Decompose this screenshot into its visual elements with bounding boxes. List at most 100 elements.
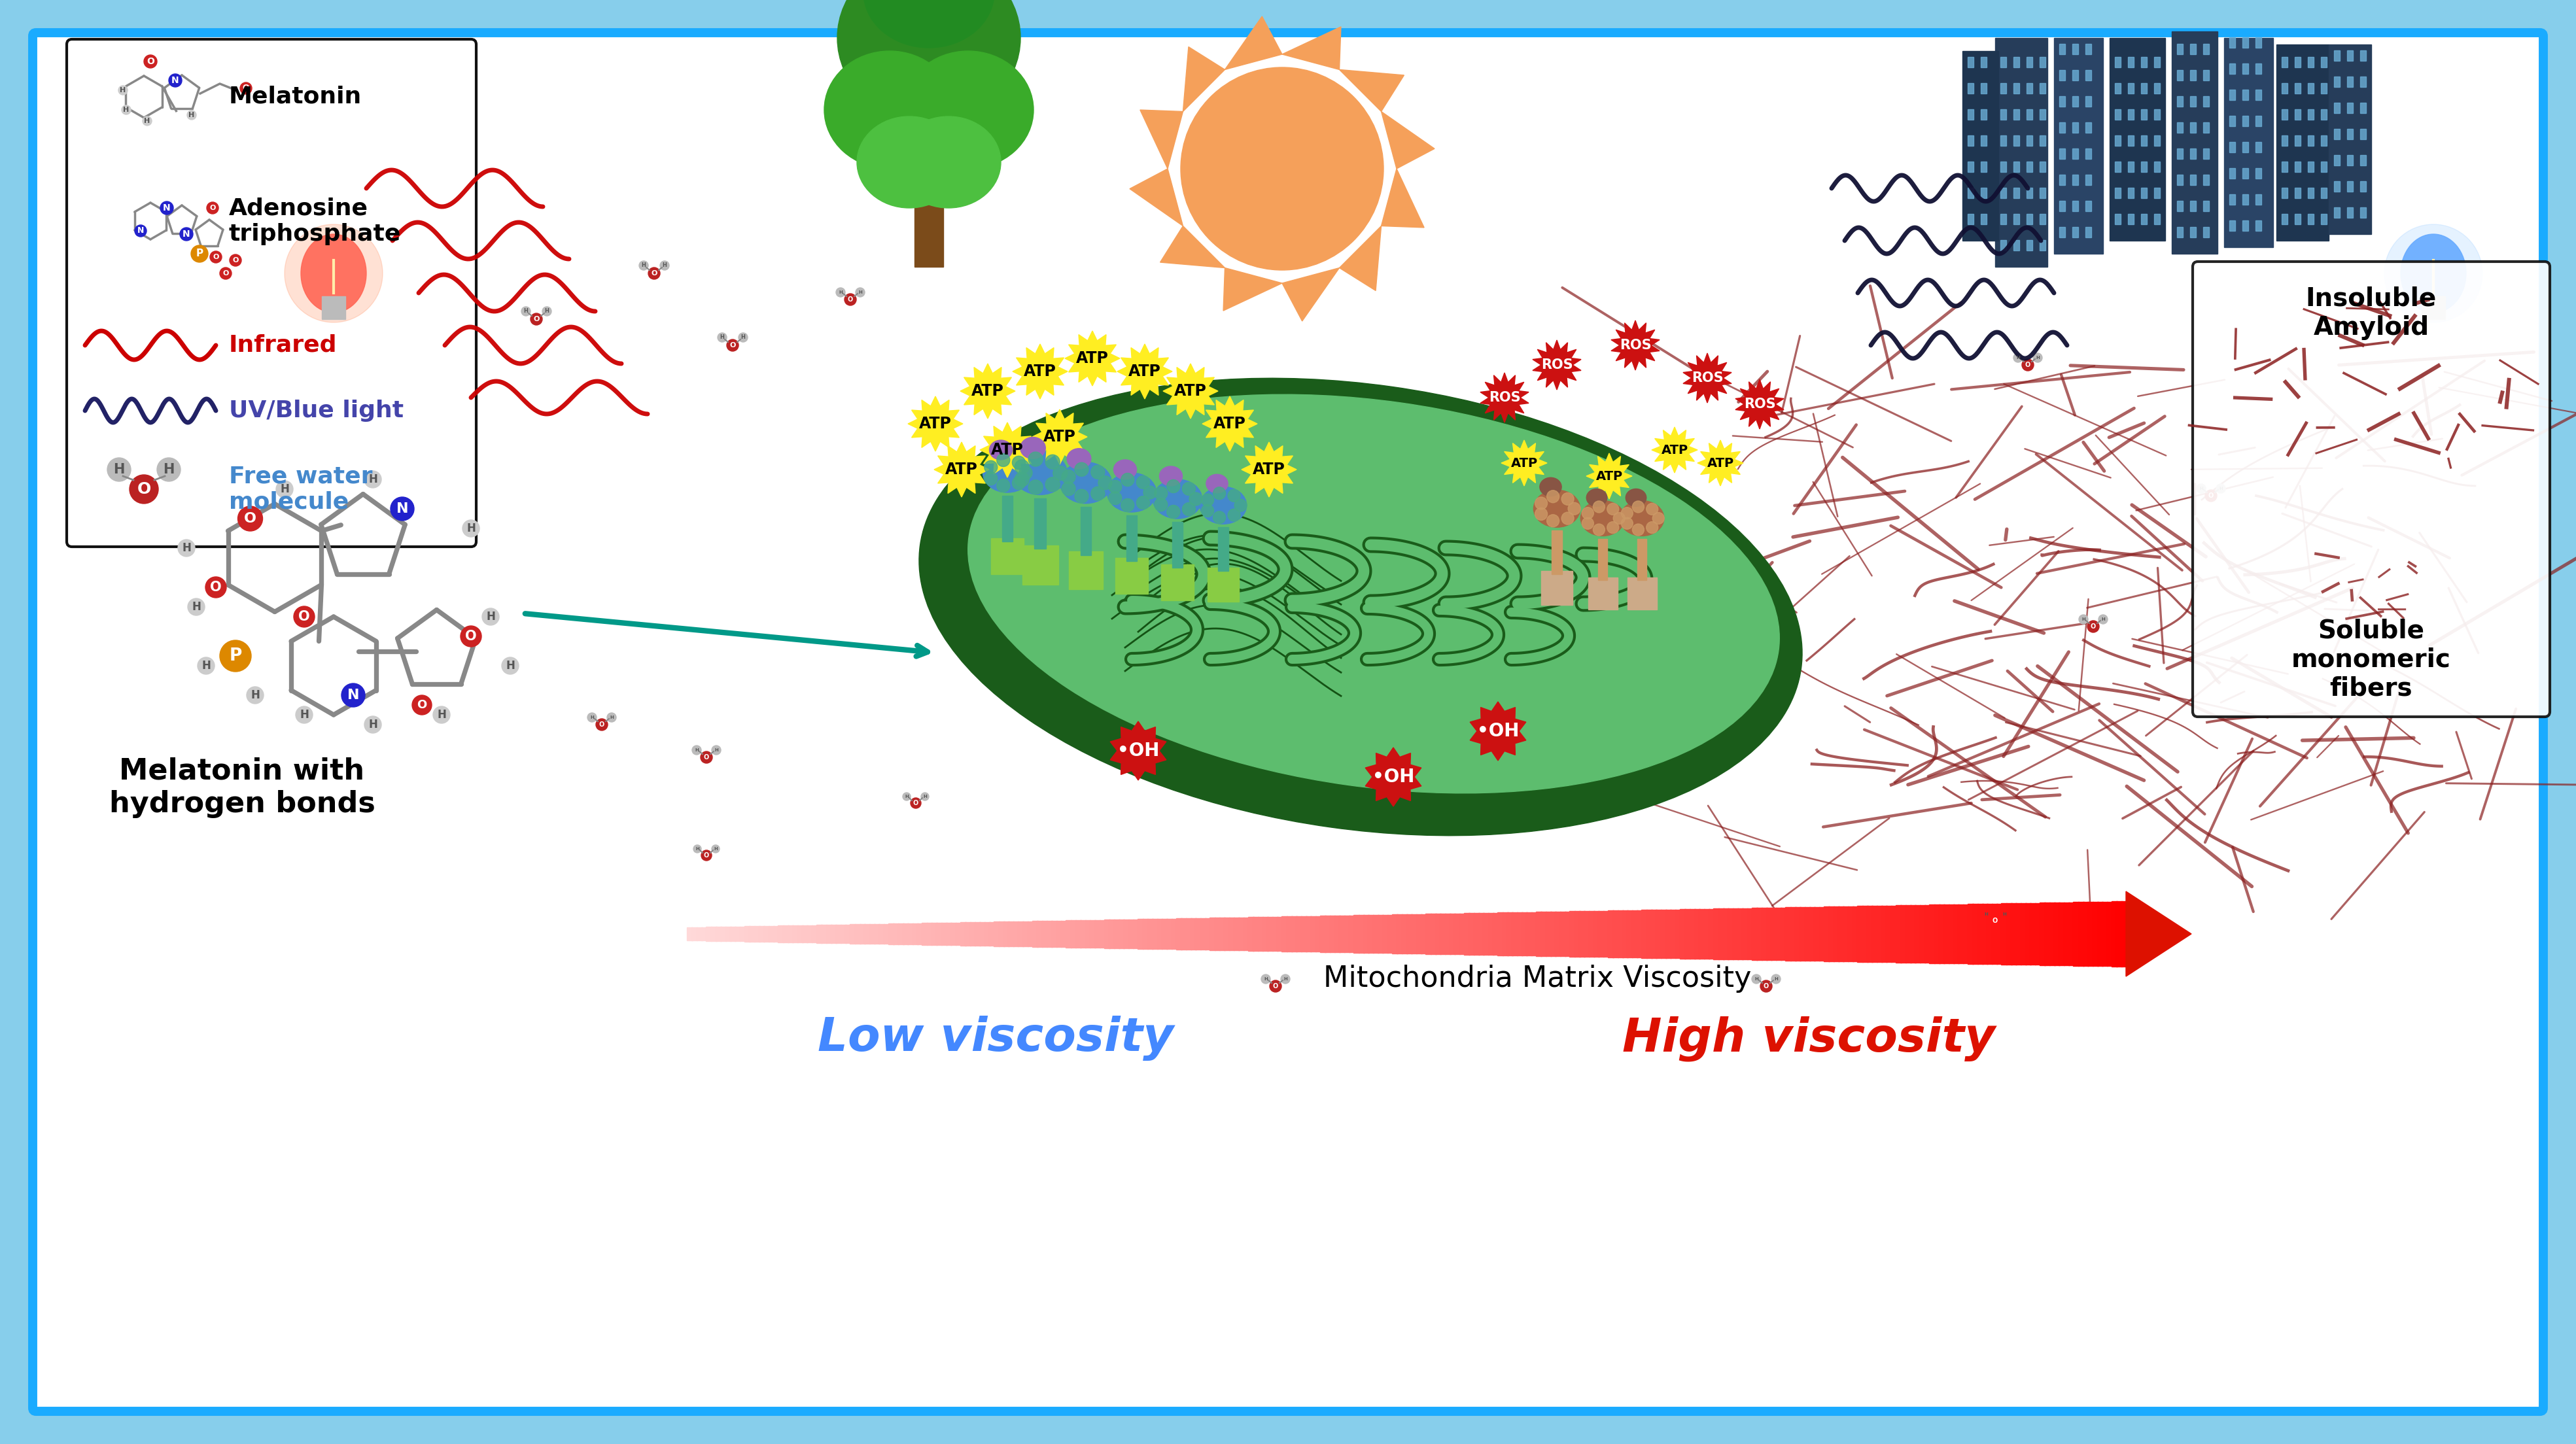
Bar (2107, 901, 2112, 966)
Bar (1512, 913, 1517, 956)
Text: H: H (742, 335, 744, 341)
Bar (2177, 97, 2182, 107)
Bar (2190, 149, 2195, 159)
Circle shape (1633, 501, 1643, 513)
Polygon shape (1381, 111, 1435, 169)
Text: O: O (214, 254, 219, 260)
Bar (1579, 911, 1584, 956)
Text: H: H (1265, 978, 1267, 980)
Text: N: N (397, 503, 410, 516)
Polygon shape (1481, 373, 1528, 423)
Circle shape (2002, 910, 2009, 918)
Bar (1296, 917, 1301, 952)
Bar (2007, 904, 2012, 965)
Bar (2128, 162, 2133, 172)
Bar (1873, 905, 1878, 962)
Bar (1747, 908, 1752, 960)
Text: H: H (719, 335, 724, 341)
Bar (2347, 103, 2352, 113)
Circle shape (121, 105, 131, 114)
Polygon shape (1012, 344, 1066, 399)
Circle shape (1582, 517, 1595, 530)
Text: H: H (2200, 487, 2202, 491)
Circle shape (1154, 487, 1167, 500)
Text: ROS: ROS (1540, 358, 1574, 371)
Bar (2347, 77, 2352, 87)
Bar (1636, 910, 1643, 957)
Text: O: O (912, 800, 920, 806)
Circle shape (1633, 524, 1643, 536)
Bar (1628, 578, 1656, 609)
Bar (1273, 917, 1278, 952)
Polygon shape (1283, 267, 1340, 321)
Circle shape (1012, 477, 1025, 490)
Circle shape (719, 334, 726, 342)
Bar (768, 926, 775, 941)
Text: Low viscosity: Low viscosity (817, 1017, 1175, 1061)
Ellipse shape (1582, 501, 1625, 536)
Bar (2048, 902, 2056, 965)
Text: H: H (188, 111, 196, 118)
Bar (2241, 38, 2249, 48)
Polygon shape (907, 396, 963, 451)
Bar (2102, 901, 2107, 966)
Text: •OH: •OH (1118, 742, 1159, 760)
Bar (1406, 914, 1412, 953)
Bar (2058, 69, 2066, 81)
Bar (2030, 902, 2035, 965)
Text: H: H (611, 715, 613, 719)
Circle shape (1229, 508, 1239, 521)
Bar (902, 923, 909, 944)
Bar (1283, 917, 1288, 952)
Bar (750, 926, 755, 941)
Circle shape (595, 719, 608, 731)
Bar (2014, 136, 2020, 146)
Bar (1767, 908, 1772, 960)
Bar (917, 923, 922, 944)
Bar (1674, 910, 1680, 959)
Bar (2002, 214, 2007, 224)
Bar (1919, 905, 1924, 963)
Text: O: O (848, 296, 853, 303)
Circle shape (1989, 915, 2002, 926)
Circle shape (1190, 492, 1203, 505)
Bar (2115, 188, 2120, 198)
Bar (956, 923, 961, 946)
Circle shape (1015, 472, 1030, 487)
Bar (1834, 907, 1839, 962)
Bar (2202, 97, 2210, 107)
Circle shape (170, 74, 183, 87)
Bar (811, 926, 817, 943)
Bar (2202, 43, 2210, 55)
Bar (2347, 208, 2352, 218)
Bar (1445, 914, 1450, 954)
Bar (2097, 901, 2102, 966)
Text: H: H (2035, 355, 2040, 360)
Text: ATP: ATP (971, 383, 1005, 399)
Bar (2228, 195, 2236, 205)
Bar (2058, 123, 2066, 133)
Bar (1857, 905, 1862, 962)
Bar (1968, 188, 1973, 198)
Bar (889, 924, 894, 944)
Bar (1185, 918, 1193, 950)
Bar (1770, 908, 1777, 960)
Circle shape (461, 625, 482, 647)
Bar (2154, 56, 2159, 68)
Text: Melatonin: Melatonin (229, 85, 361, 108)
Polygon shape (1224, 267, 1283, 310)
Bar (2002, 56, 2007, 68)
Bar (1597, 911, 1605, 957)
Bar (1422, 914, 1427, 954)
Bar (873, 924, 881, 944)
Text: ATP: ATP (1128, 364, 1162, 380)
Bar (706, 927, 711, 941)
Bar (2308, 136, 2313, 146)
Bar (2063, 902, 2069, 966)
Bar (1795, 907, 1801, 960)
Bar (2002, 904, 2007, 965)
Bar (2045, 902, 2050, 965)
Circle shape (1607, 503, 1618, 516)
Bar (2002, 110, 2007, 120)
Text: Infrared: Infrared (229, 334, 337, 357)
